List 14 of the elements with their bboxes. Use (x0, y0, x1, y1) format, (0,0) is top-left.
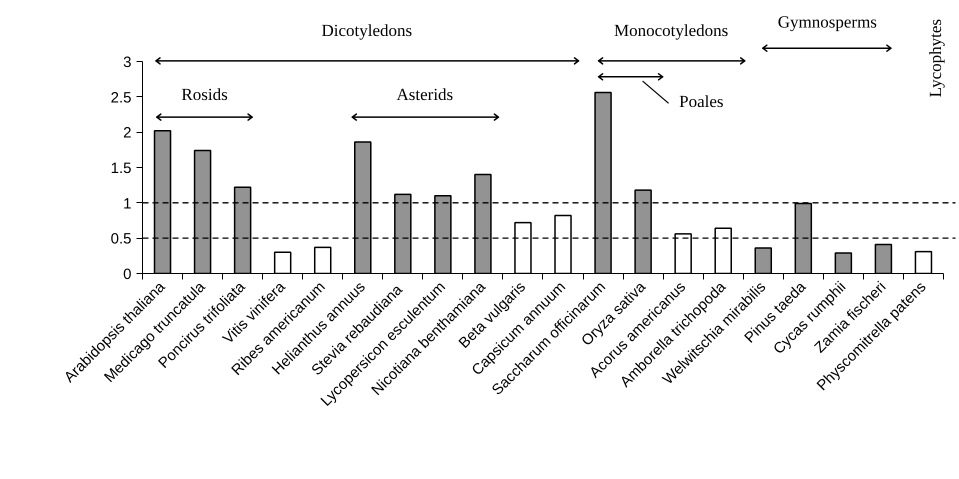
annotation: Poales (679, 92, 724, 112)
y-tick-label: 1.5 (110, 160, 132, 177)
text: Gymnosperms (778, 12, 877, 32)
annotation: Lycophytes (926, 18, 945, 98)
y-tick-label: 0 (123, 266, 132, 283)
text: Monocotyledons (614, 21, 728, 40)
annotation: Asterids (396, 84, 454, 104)
text: Dicotyledons (321, 21, 412, 40)
y-tick-label: 3 (123, 54, 132, 71)
y-tick-label: 0.5 (110, 230, 132, 248)
y-tick-label: 2 (123, 124, 132, 142)
annotation: Rosids (181, 84, 228, 104)
y-tick-label: 2.5 (110, 89, 132, 106)
y-tick-label: 1 (123, 195, 132, 212)
